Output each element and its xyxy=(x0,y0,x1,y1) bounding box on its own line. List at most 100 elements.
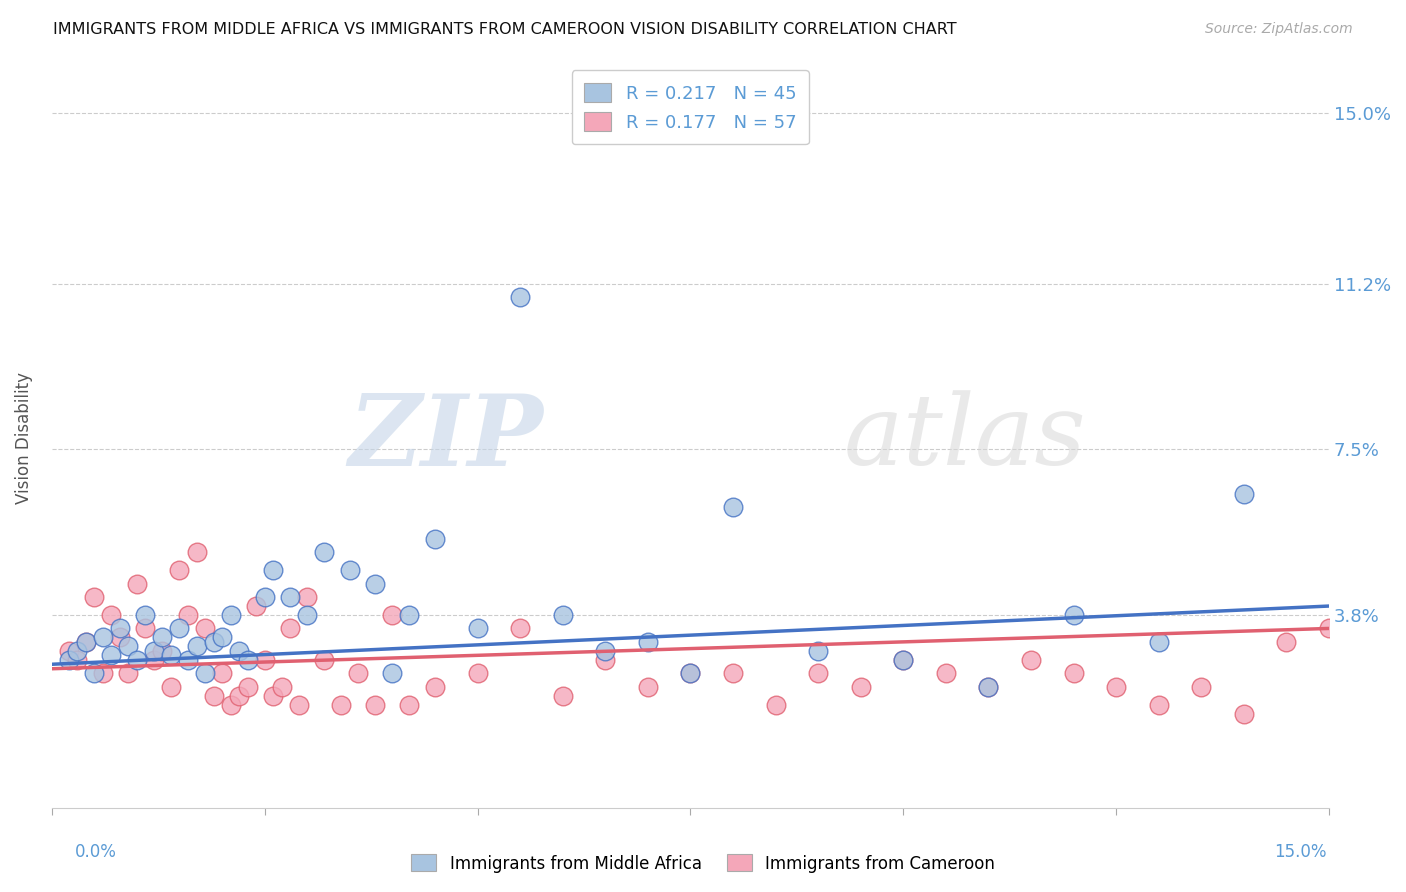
Point xyxy=(1317,622,1340,636)
Point xyxy=(398,698,420,712)
Text: ZIP: ZIP xyxy=(349,390,544,486)
Point xyxy=(849,680,872,694)
Point xyxy=(935,666,957,681)
Point xyxy=(160,648,183,663)
Point xyxy=(219,698,242,712)
Point xyxy=(295,607,318,622)
Point xyxy=(551,689,574,703)
Point xyxy=(977,680,1000,694)
Point xyxy=(100,607,122,622)
Point xyxy=(117,640,139,654)
Point xyxy=(977,680,1000,694)
Point xyxy=(100,648,122,663)
Point xyxy=(1189,680,1212,694)
Point xyxy=(75,635,97,649)
Point xyxy=(91,631,114,645)
Point xyxy=(202,635,225,649)
Point xyxy=(295,590,318,604)
Point xyxy=(467,622,489,636)
Point xyxy=(467,666,489,681)
Point xyxy=(91,666,114,681)
Point xyxy=(381,666,404,681)
Point xyxy=(398,607,420,622)
Point xyxy=(721,666,744,681)
Point xyxy=(125,653,148,667)
Point xyxy=(721,500,744,515)
Point xyxy=(1105,680,1128,694)
Point xyxy=(891,653,914,667)
Point xyxy=(1019,653,1042,667)
Point xyxy=(679,666,702,681)
Point xyxy=(1233,706,1256,721)
Point xyxy=(142,644,165,658)
Point xyxy=(177,607,200,622)
Point xyxy=(287,698,309,712)
Point xyxy=(108,631,131,645)
Point xyxy=(117,666,139,681)
Point xyxy=(245,599,267,613)
Point xyxy=(637,680,659,694)
Point xyxy=(211,631,233,645)
Point xyxy=(262,563,284,577)
Point xyxy=(186,545,208,559)
Point xyxy=(314,545,336,559)
Point xyxy=(423,532,446,546)
Point xyxy=(83,666,105,681)
Point xyxy=(134,622,156,636)
Y-axis label: Vision Disability: Vision Disability xyxy=(15,372,32,504)
Point xyxy=(1063,607,1085,622)
Point xyxy=(142,653,165,667)
Point xyxy=(339,563,361,577)
Point xyxy=(679,666,702,681)
Point xyxy=(108,622,131,636)
Point xyxy=(270,680,292,694)
Point xyxy=(364,698,387,712)
Legend: Immigrants from Middle Africa, Immigrants from Cameroon: Immigrants from Middle Africa, Immigrant… xyxy=(405,847,1001,880)
Point xyxy=(253,653,276,667)
Point xyxy=(765,698,787,712)
Text: 0.0%: 0.0% xyxy=(75,843,117,861)
Point xyxy=(228,644,250,658)
Point xyxy=(807,644,830,658)
Point xyxy=(169,622,191,636)
Point xyxy=(278,590,301,604)
Point xyxy=(262,689,284,703)
Text: IMMIGRANTS FROM MIDDLE AFRICA VS IMMIGRANTS FROM CAMEROON VISION DISABILITY CORR: IMMIGRANTS FROM MIDDLE AFRICA VS IMMIGRA… xyxy=(53,22,957,37)
Point xyxy=(194,666,217,681)
Point xyxy=(509,622,531,636)
Point xyxy=(330,698,353,712)
Point xyxy=(364,576,387,591)
Point xyxy=(75,635,97,649)
Point xyxy=(253,590,276,604)
Point xyxy=(509,290,531,304)
Point xyxy=(169,563,191,577)
Point xyxy=(66,653,89,667)
Point xyxy=(134,607,156,622)
Point xyxy=(152,644,174,658)
Point xyxy=(125,576,148,591)
Point xyxy=(423,680,446,694)
Point xyxy=(160,680,183,694)
Point xyxy=(83,590,105,604)
Point xyxy=(177,653,200,667)
Point xyxy=(58,653,80,667)
Point xyxy=(236,680,259,694)
Point xyxy=(186,640,208,654)
Point xyxy=(807,666,830,681)
Point xyxy=(593,644,616,658)
Point xyxy=(1233,487,1256,501)
Point xyxy=(211,666,233,681)
Point xyxy=(236,653,259,667)
Point xyxy=(58,644,80,658)
Point xyxy=(1147,698,1170,712)
Point xyxy=(1063,666,1085,681)
Point xyxy=(314,653,336,667)
Point xyxy=(891,653,914,667)
Point xyxy=(152,631,174,645)
Point xyxy=(637,635,659,649)
Point xyxy=(228,689,250,703)
Point xyxy=(551,607,574,622)
Text: atlas: atlas xyxy=(844,391,1087,486)
Point xyxy=(347,666,370,681)
Text: Source: ZipAtlas.com: Source: ZipAtlas.com xyxy=(1205,22,1353,37)
